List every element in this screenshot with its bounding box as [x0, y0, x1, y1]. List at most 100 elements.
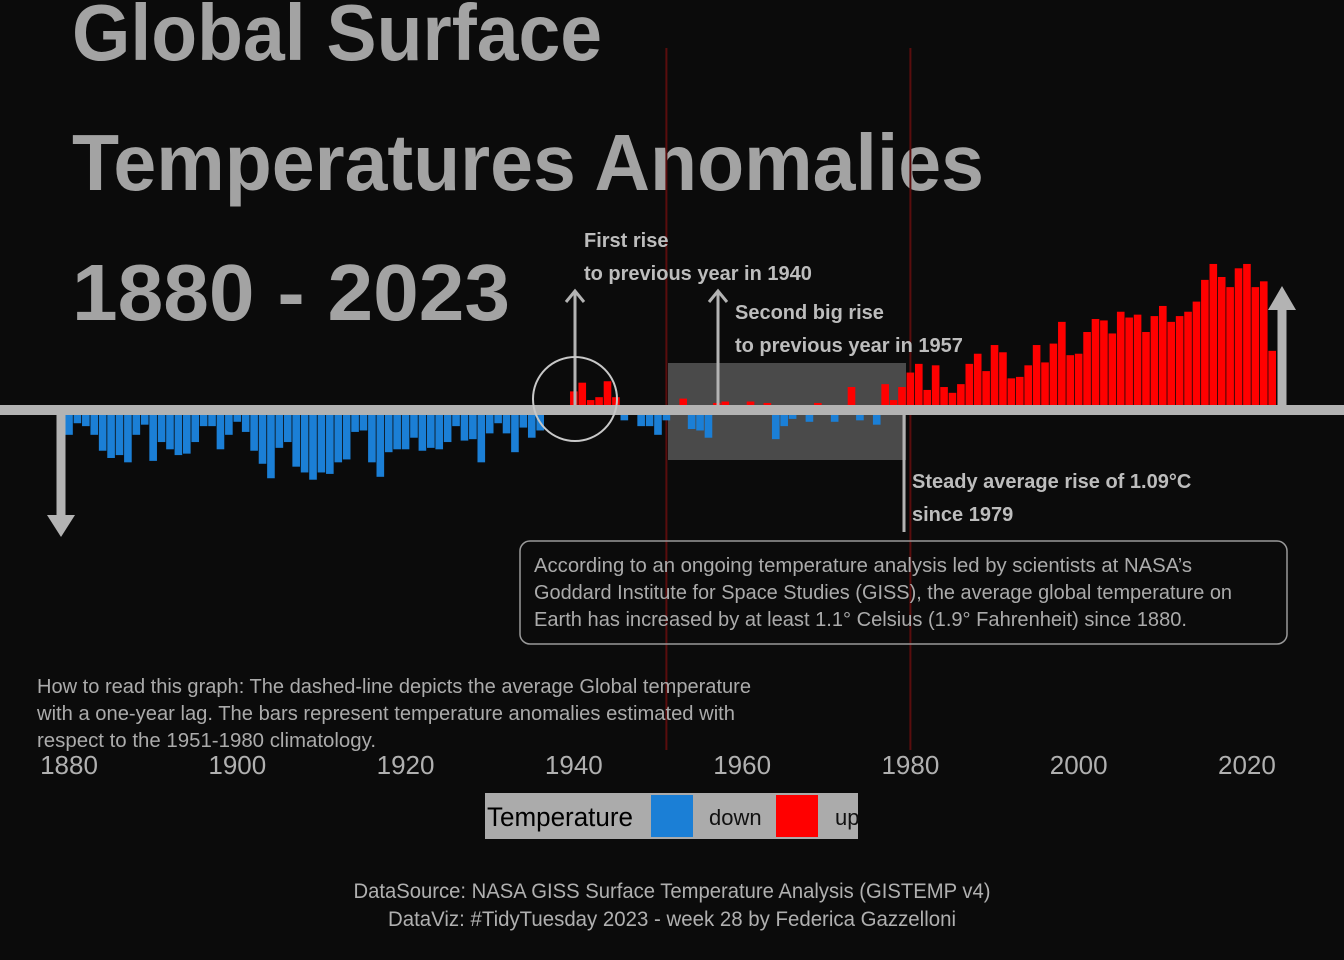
bar — [847, 387, 856, 411]
legend-swatch — [776, 795, 818, 837]
bar — [1159, 305, 1167, 411]
bar — [494, 410, 502, 424]
bar — [1251, 287, 1260, 411]
bar — [241, 410, 250, 432]
bar — [452, 410, 460, 427]
annotation: to previous year in 1957 — [735, 335, 963, 357]
bar — [1201, 279, 1209, 411]
bar — [90, 410, 99, 435]
bar — [1268, 350, 1276, 411]
bar — [687, 410, 696, 430]
highlight-circle — [532, 356, 618, 442]
bar — [856, 410, 864, 421]
bar — [898, 387, 906, 411]
annotation: First rise — [584, 230, 668, 252]
legend-title: Temperature — [487, 802, 633, 832]
bar — [351, 410, 359, 432]
bar — [334, 410, 343, 463]
annotation: Steady average rise of 1.09°C — [912, 471, 1191, 493]
bar — [771, 410, 780, 440]
bar — [654, 410, 662, 435]
annotation: Second big rise — [735, 302, 884, 324]
bar — [536, 410, 544, 431]
bar — [1243, 263, 1251, 411]
description-text: According to an ongoing temperature anal… — [534, 555, 1192, 577]
bar — [780, 410, 788, 427]
bar — [1108, 333, 1117, 411]
annotation: to previous year in 1940 — [584, 263, 812, 285]
bar — [317, 410, 326, 473]
bar — [309, 410, 317, 480]
bar — [258, 410, 267, 464]
x-tick-label: 2020 — [1218, 750, 1276, 780]
x-tick-label: 1980 — [881, 750, 939, 780]
bar — [149, 410, 157, 461]
bar — [931, 365, 940, 411]
bar — [368, 410, 376, 463]
bar — [410, 410, 418, 438]
bar — [1041, 362, 1049, 411]
bar — [182, 410, 191, 454]
legend-swatch — [651, 795, 693, 837]
bar — [1192, 301, 1201, 411]
bar — [595, 397, 603, 411]
bar — [477, 410, 486, 463]
bar — [1024, 365, 1032, 411]
bar — [1116, 311, 1125, 411]
bar — [679, 398, 688, 411]
bar — [443, 410, 452, 443]
bar — [1015, 376, 1024, 411]
x-tick-label: 1920 — [377, 750, 435, 780]
bar — [915, 363, 923, 411]
bar — [73, 410, 82, 424]
how-to-read-text: How to read this graph: The dashed-line … — [37, 676, 751, 698]
bar — [1217, 276, 1226, 411]
bar — [469, 410, 477, 440]
bar — [982, 371, 990, 411]
bar — [384, 410, 393, 453]
bar — [283, 410, 292, 443]
bar — [342, 410, 351, 460]
how-to-read-text: with a one-year lag. The bars represent … — [36, 703, 735, 725]
bar — [1209, 263, 1218, 411]
bar — [1074, 353, 1083, 411]
bar — [881, 384, 889, 411]
bar — [1167, 321, 1176, 411]
bar — [519, 410, 528, 428]
bar — [275, 410, 284, 448]
caption: DataSource: NASA GISS Surface Temperatur… — [354, 880, 991, 903]
bar — [208, 410, 216, 427]
up-arrow-head — [1268, 286, 1296, 310]
bar — [999, 352, 1007, 411]
bar — [1259, 281, 1268, 411]
legend-label: up — [835, 805, 859, 830]
down-arrow-head — [47, 515, 75, 537]
bar — [401, 410, 410, 450]
bar — [267, 410, 275, 479]
bar — [923, 389, 932, 411]
bar — [527, 410, 536, 438]
bar — [124, 410, 132, 463]
rise-arrow-1957-head — [707, 288, 729, 303]
description-text: Earth has increased by at least 1.1° Cel… — [534, 609, 1187, 631]
description-text: Goddard Institute for Space Studies (GIS… — [534, 582, 1232, 604]
bar — [906, 372, 915, 411]
bar — [502, 410, 511, 434]
bar — [662, 410, 671, 421]
bar — [805, 410, 814, 422]
bar — [965, 363, 974, 411]
bar — [216, 410, 225, 450]
chart-title: Temperatures Anomalies — [72, 118, 984, 207]
bar — [65, 410, 73, 435]
bar — [872, 410, 881, 425]
bar — [990, 345, 999, 411]
bar — [1125, 317, 1133, 411]
bar — [1083, 332, 1091, 411]
bar — [1058, 321, 1066, 411]
bar — [1234, 268, 1243, 411]
bar — [957, 384, 965, 411]
bar — [578, 382, 587, 411]
bar — [1226, 287, 1234, 411]
bar — [1049, 343, 1058, 411]
bar — [359, 410, 368, 431]
